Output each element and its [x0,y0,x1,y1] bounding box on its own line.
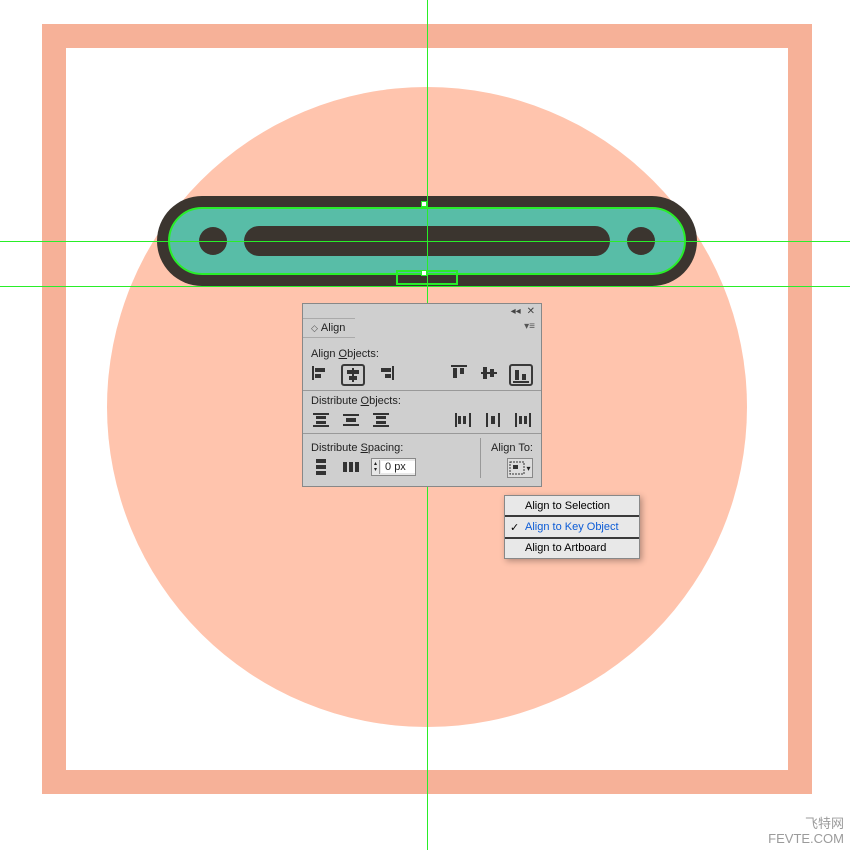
dropdown-item[interactable]: Align to Artboard [505,538,639,558]
watermark: 飞特网 FEVTE.COM [768,816,844,846]
align-to-button[interactable]: ▾ [507,458,533,478]
vspacing-icon[interactable] [311,458,331,476]
dropdown-item-label: Align to Selection [525,500,610,512]
check-icon: ✓ [510,521,519,534]
align-objects-label: Align Objects: [311,348,533,360]
vdist-bottom-icon[interactable] [371,411,391,429]
align-right-icon[interactable] [375,364,395,382]
distribute-spacing-label: Distribute Spacing: [311,442,480,454]
align-to-label: Align To: [491,442,533,454]
dropdown-item-label: Align to Key Object [525,521,619,533]
watermark-line2: FEVTE.COM [768,831,844,846]
dropdown-item[interactable]: Align to Selection [505,496,639,516]
distribute-objects-label: Distribute Objects: [311,395,533,407]
tab-arrows-icon: ◇ [311,323,318,333]
panel-titlebar: ◂◂ ✕ [303,304,541,318]
panel-tab-align[interactable]: ◇Align [303,318,355,338]
guide-horizontal-2 [0,286,850,287]
align-bottom-icon[interactable] [509,364,533,386]
tab-label: Align [321,322,345,334]
selection-anchor [421,201,427,207]
align-to-dropdown: Align to Selection ✓ Align to Key Object Al… [504,495,640,559]
align-objects-row [311,364,533,386]
watermark-line1: 飞特网 [768,816,844,831]
align-hcenter-icon[interactable] [341,364,365,386]
panel-body: Align Objects: Distribute Objects: [303,338,541,486]
align-top-icon[interactable] [449,364,469,382]
panel-collapse-icon[interactable]: ◂◂ [511,306,521,317]
hspacing-icon[interactable] [341,458,361,476]
align-panel: ◂◂ ✕ ◇Align ▾≡ Align Objects: Distribute… [302,303,542,487]
align-vcenter-icon[interactable] [479,364,499,382]
dropdown-item[interactable]: ✓ Align to Key Object [505,515,639,539]
panel-menu-icon[interactable]: ▾≡ [518,318,541,335]
dropdown-item-label: Align to Artboard [525,542,606,554]
spacing-value: 0 px [381,461,415,473]
panel-close-icon[interactable]: ✕ [527,306,535,317]
align-left-icon[interactable] [311,364,331,382]
selection-outline-pill [168,207,686,275]
vdist-top-icon[interactable] [311,411,331,429]
hdist-right-icon[interactable] [513,411,533,429]
hdist-left-icon[interactable] [453,411,473,429]
selection-outline-rect [396,270,458,285]
vdist-center-icon[interactable] [341,411,361,429]
selection-anchor [421,270,427,276]
spacing-value-input[interactable]: ▴▾ 0 px [371,458,416,476]
distribute-objects-row [311,411,533,429]
hdist-center-icon[interactable] [483,411,503,429]
